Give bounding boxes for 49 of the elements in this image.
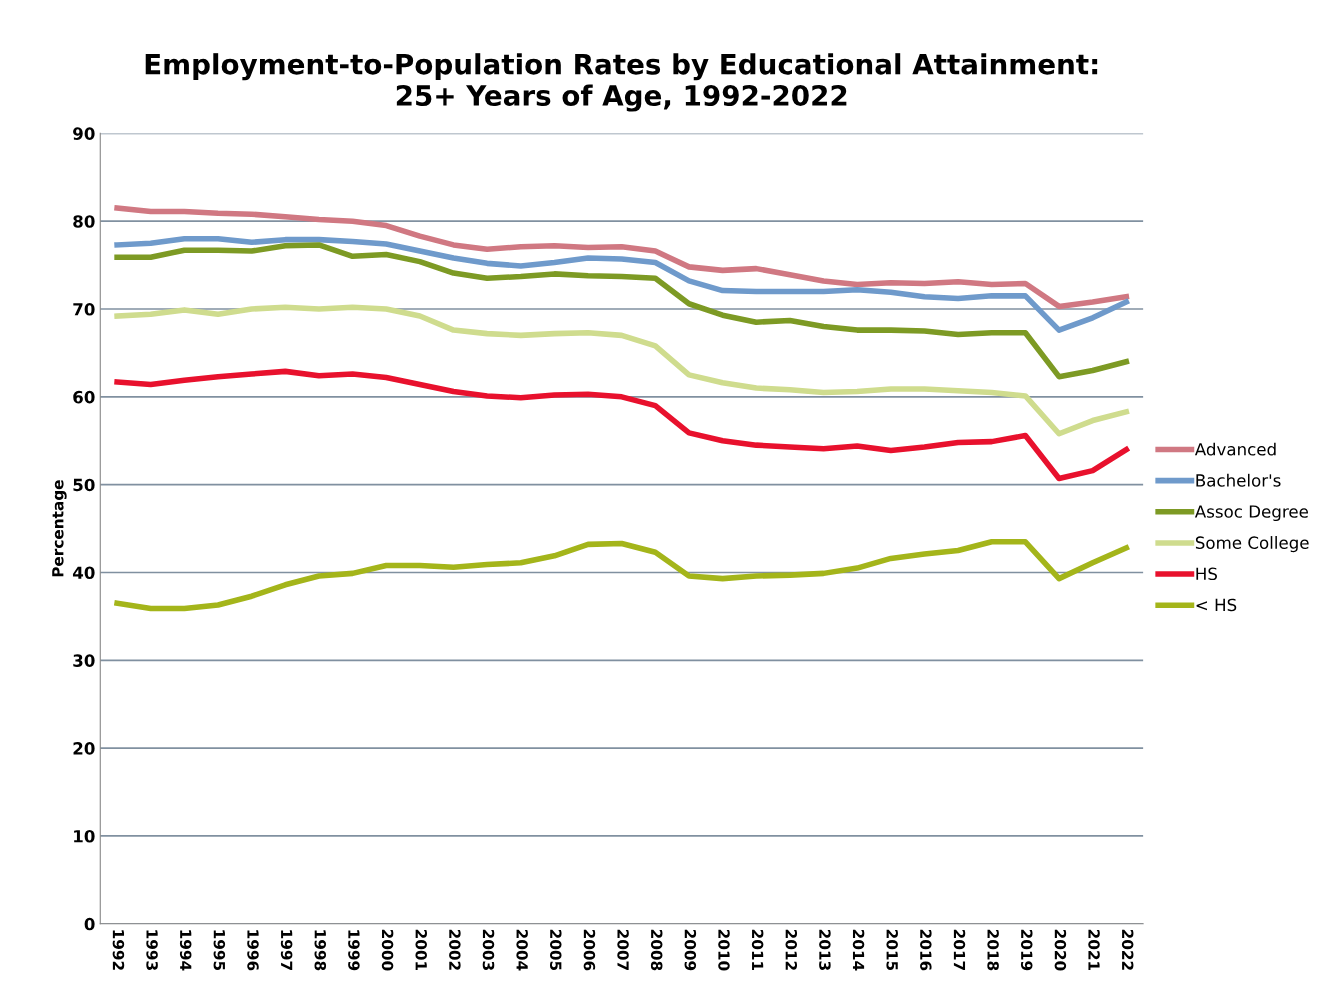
- y-tick-label: 20: [73, 742, 95, 755]
- x-tick-label: 2005: [549, 929, 562, 971]
- chart-title: Employment-to-Population Rates by Educational Attainment: 25+ Years of Age, 1992-2022: [145, 53, 1098, 112]
- y-tick-label: 90: [73, 127, 95, 140]
- x-tick-label: 2002: [449, 929, 461, 970]
- legend-label: Bachelor's: [1196, 473, 1281, 487]
- x-tick-label: 2009: [684, 929, 697, 971]
- y-tick-label: 80: [73, 215, 95, 228]
- x-tick-label: 2014: [852, 929, 865, 971]
- x-tick-label: 2020: [1054, 929, 1067, 971]
- y-tick-label: 40: [72, 566, 95, 580]
- legend-label: Assoc Degree: [1194, 505, 1308, 522]
- x-tick-label: 2000: [381, 929, 394, 971]
- x-tick-label: 1999: [348, 930, 360, 971]
- x-tick-label: 1995: [213, 930, 226, 971]
- x-tick-label: 2013: [819, 929, 831, 970]
- x-tick-label: 2021: [1088, 929, 1100, 971]
- x-tick-label: 2017: [953, 929, 966, 970]
- legend-label: Advanced: [1194, 442, 1276, 456]
- y-tick-label: 50: [73, 478, 95, 492]
- legend-label: < HS: [1196, 598, 1237, 612]
- x-tick-label: 2018: [987, 929, 999, 971]
- x-tick-label: 1997: [280, 930, 293, 970]
- x-tick-label: 2007: [617, 929, 629, 970]
- x-tick-label: 1994: [179, 930, 192, 971]
- y-tick-label: 60: [73, 390, 95, 404]
- legend-label: HS: [1196, 567, 1217, 581]
- x-tick-label: 1993: [146, 930, 158, 970]
- x-tick-label: 2006: [583, 929, 596, 971]
- x-tick-label: 2008: [650, 929, 663, 971]
- x-tick-label: 2012: [785, 929, 798, 970]
- y-tick-label: 10: [74, 829, 95, 843]
- x-tick-label: 1996: [247, 930, 259, 971]
- x-tick-label: 1998: [314, 930, 327, 971]
- x-tick-label: 1992: [112, 930, 125, 970]
- x-tick-label: 2011: [751, 929, 764, 971]
- x-tick-label: 2001: [415, 929, 427, 971]
- x-tick-label: 2010: [718, 929, 730, 971]
- x-tick-label: 2022: [1121, 929, 1134, 970]
- x-tick-label: 2003: [482, 929, 495, 970]
- x-tick-label: 2004: [516, 929, 528, 971]
- y-tick-label: 70: [73, 302, 95, 316]
- y-tick-label: 30: [73, 654, 95, 667]
- x-tick-label: 2015: [886, 929, 898, 971]
- x-tick-label: 2019: [1020, 929, 1033, 971]
- y-axis-title: Percentage: [52, 480, 67, 577]
- x-tick-label: 2016: [920, 929, 932, 971]
- legend-label: Some College: [1195, 536, 1309, 553]
- y-tick-label: 0: [84, 917, 95, 931]
